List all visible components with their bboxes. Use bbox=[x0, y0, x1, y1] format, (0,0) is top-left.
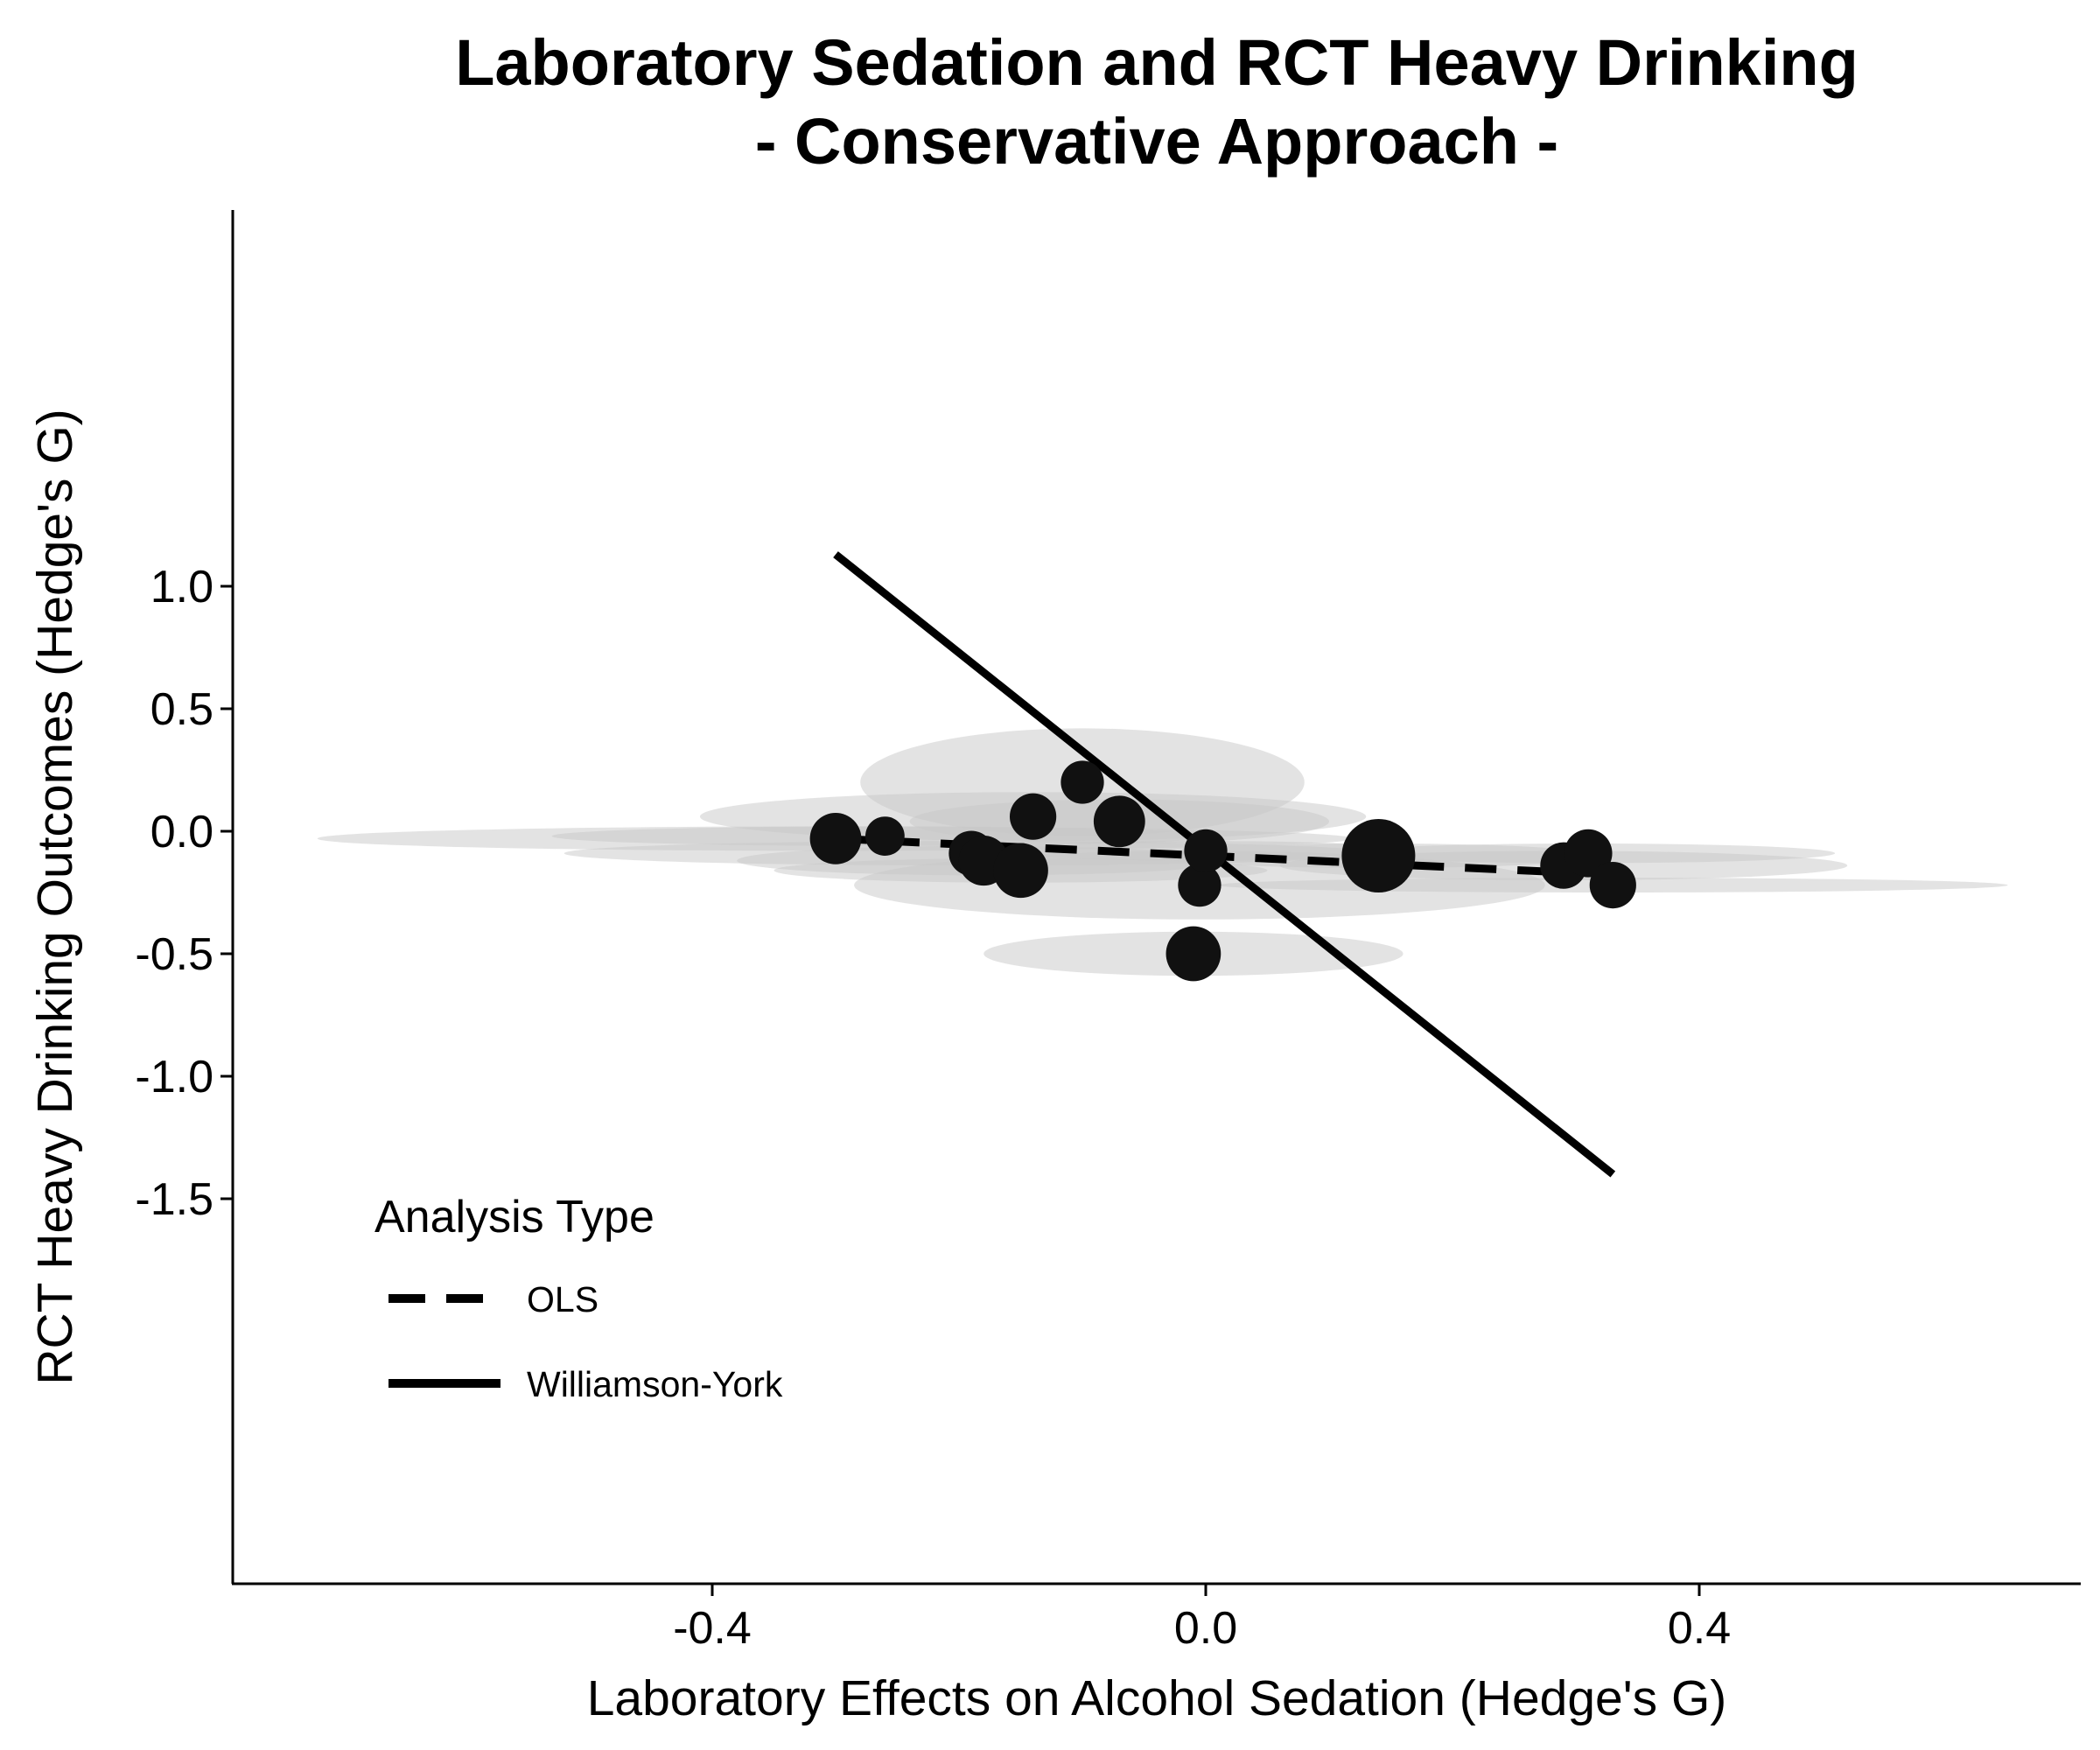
y-tick-label-1: -1.0 bbox=[135, 1052, 214, 1102]
y-tick-label-5: 1.0 bbox=[150, 562, 214, 612]
axis-ticks: -0.4 0.0 0.4 -1.5 -1.0 -0.5 0.0 0.5 1.0 bbox=[135, 562, 1731, 1654]
x-tick-label-0: -0.4 bbox=[673, 1603, 752, 1654]
y-tick-label-2: -0.5 bbox=[135, 929, 214, 980]
legend-title: Analysis Type bbox=[374, 1192, 654, 1242]
x-tick-label-2: 0.4 bbox=[1668, 1603, 1731, 1654]
data-point-8 bbox=[1166, 926, 1222, 982]
williamson-york-line bbox=[833, 551, 1616, 1178]
data-point-9 bbox=[1178, 863, 1222, 907]
data-point-6 bbox=[1060, 760, 1104, 804]
data-point-11 bbox=[1341, 819, 1416, 892]
legend: Analysis Type OLS Williamson-York bbox=[374, 1192, 783, 1404]
x-axis-title: Laboratory Effects on Alcohol Sedation (… bbox=[587, 1670, 1727, 1726]
data-point-10 bbox=[1184, 829, 1228, 873]
y-tick-label-0: -1.5 bbox=[135, 1174, 214, 1225]
chart-title: Laboratory Sedation and RCT Heavy Drinki… bbox=[455, 26, 1858, 178]
data-point-1 bbox=[865, 816, 905, 856]
data-point-5 bbox=[1010, 793, 1057, 840]
y-axis-title: RCT Heavy Drinking Outcomes (Hedge's G) bbox=[27, 409, 83, 1384]
legend-label-ols: OLS bbox=[527, 1279, 598, 1320]
y-tick-label-3: 0.0 bbox=[150, 807, 214, 858]
legend-label-williamson-york: Williamson-York bbox=[527, 1364, 783, 1404]
x-tick-label-1: 0.0 bbox=[1174, 1603, 1237, 1654]
data-point-0 bbox=[809, 813, 862, 864]
data-point-4 bbox=[993, 843, 1048, 899]
data-points bbox=[809, 760, 1636, 982]
data-point-7 bbox=[1093, 795, 1145, 848]
data-point-14 bbox=[1589, 862, 1636, 909]
y-tick-label-4: 0.5 bbox=[150, 684, 214, 735]
axes bbox=[231, 210, 2081, 1586]
chart-title-line-2: - Conservative Approach - bbox=[755, 105, 1558, 178]
data-point-13 bbox=[1564, 829, 1613, 878]
chart-title-line-1: Laboratory Sedation and RCT Heavy Drinki… bbox=[455, 26, 1858, 99]
